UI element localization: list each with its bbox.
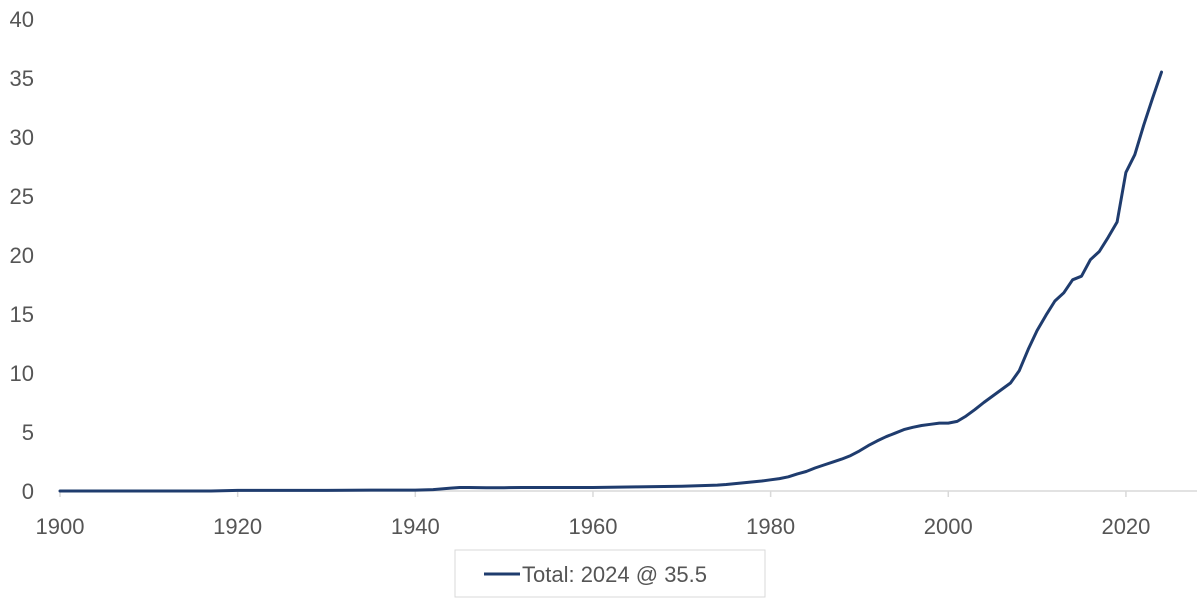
y-tick-label: 15 — [10, 302, 34, 327]
x-tick-label: 1980 — [746, 514, 795, 539]
x-tick-label: 1960 — [568, 514, 617, 539]
y-tick-label: 0 — [22, 479, 34, 504]
y-tick-label: 25 — [10, 184, 34, 209]
x-axis-ticks: 1900 1920 1940 1960 1980 2000 2020 — [36, 491, 1150, 539]
y-tick-label: 30 — [10, 125, 34, 150]
series-layer — [58, 70, 1163, 493]
x-tick-label: 2020 — [1101, 514, 1150, 539]
y-tick-label: 35 — [10, 66, 34, 91]
legend-label: Total: 2024 @ 35.5 — [522, 562, 707, 587]
x-tick-label: 2000 — [924, 514, 973, 539]
y-axis-ticks: 0 5 10 15 20 25 30 35 40 — [10, 7, 34, 504]
x-tick-label: 1940 — [391, 514, 440, 539]
x-tick-label: 1900 — [36, 514, 85, 539]
legend: Total: 2024 @ 35.5 — [454, 549, 766, 598]
x-tick-label: 1920 — [213, 514, 262, 539]
y-tick-label: 5 — [22, 420, 34, 445]
y-tick-label: 40 — [10, 7, 34, 32]
y-tick-label: 10 — [10, 361, 34, 386]
series-line-total — [58, 70, 1163, 493]
y-tick-label: 20 — [10, 243, 34, 268]
